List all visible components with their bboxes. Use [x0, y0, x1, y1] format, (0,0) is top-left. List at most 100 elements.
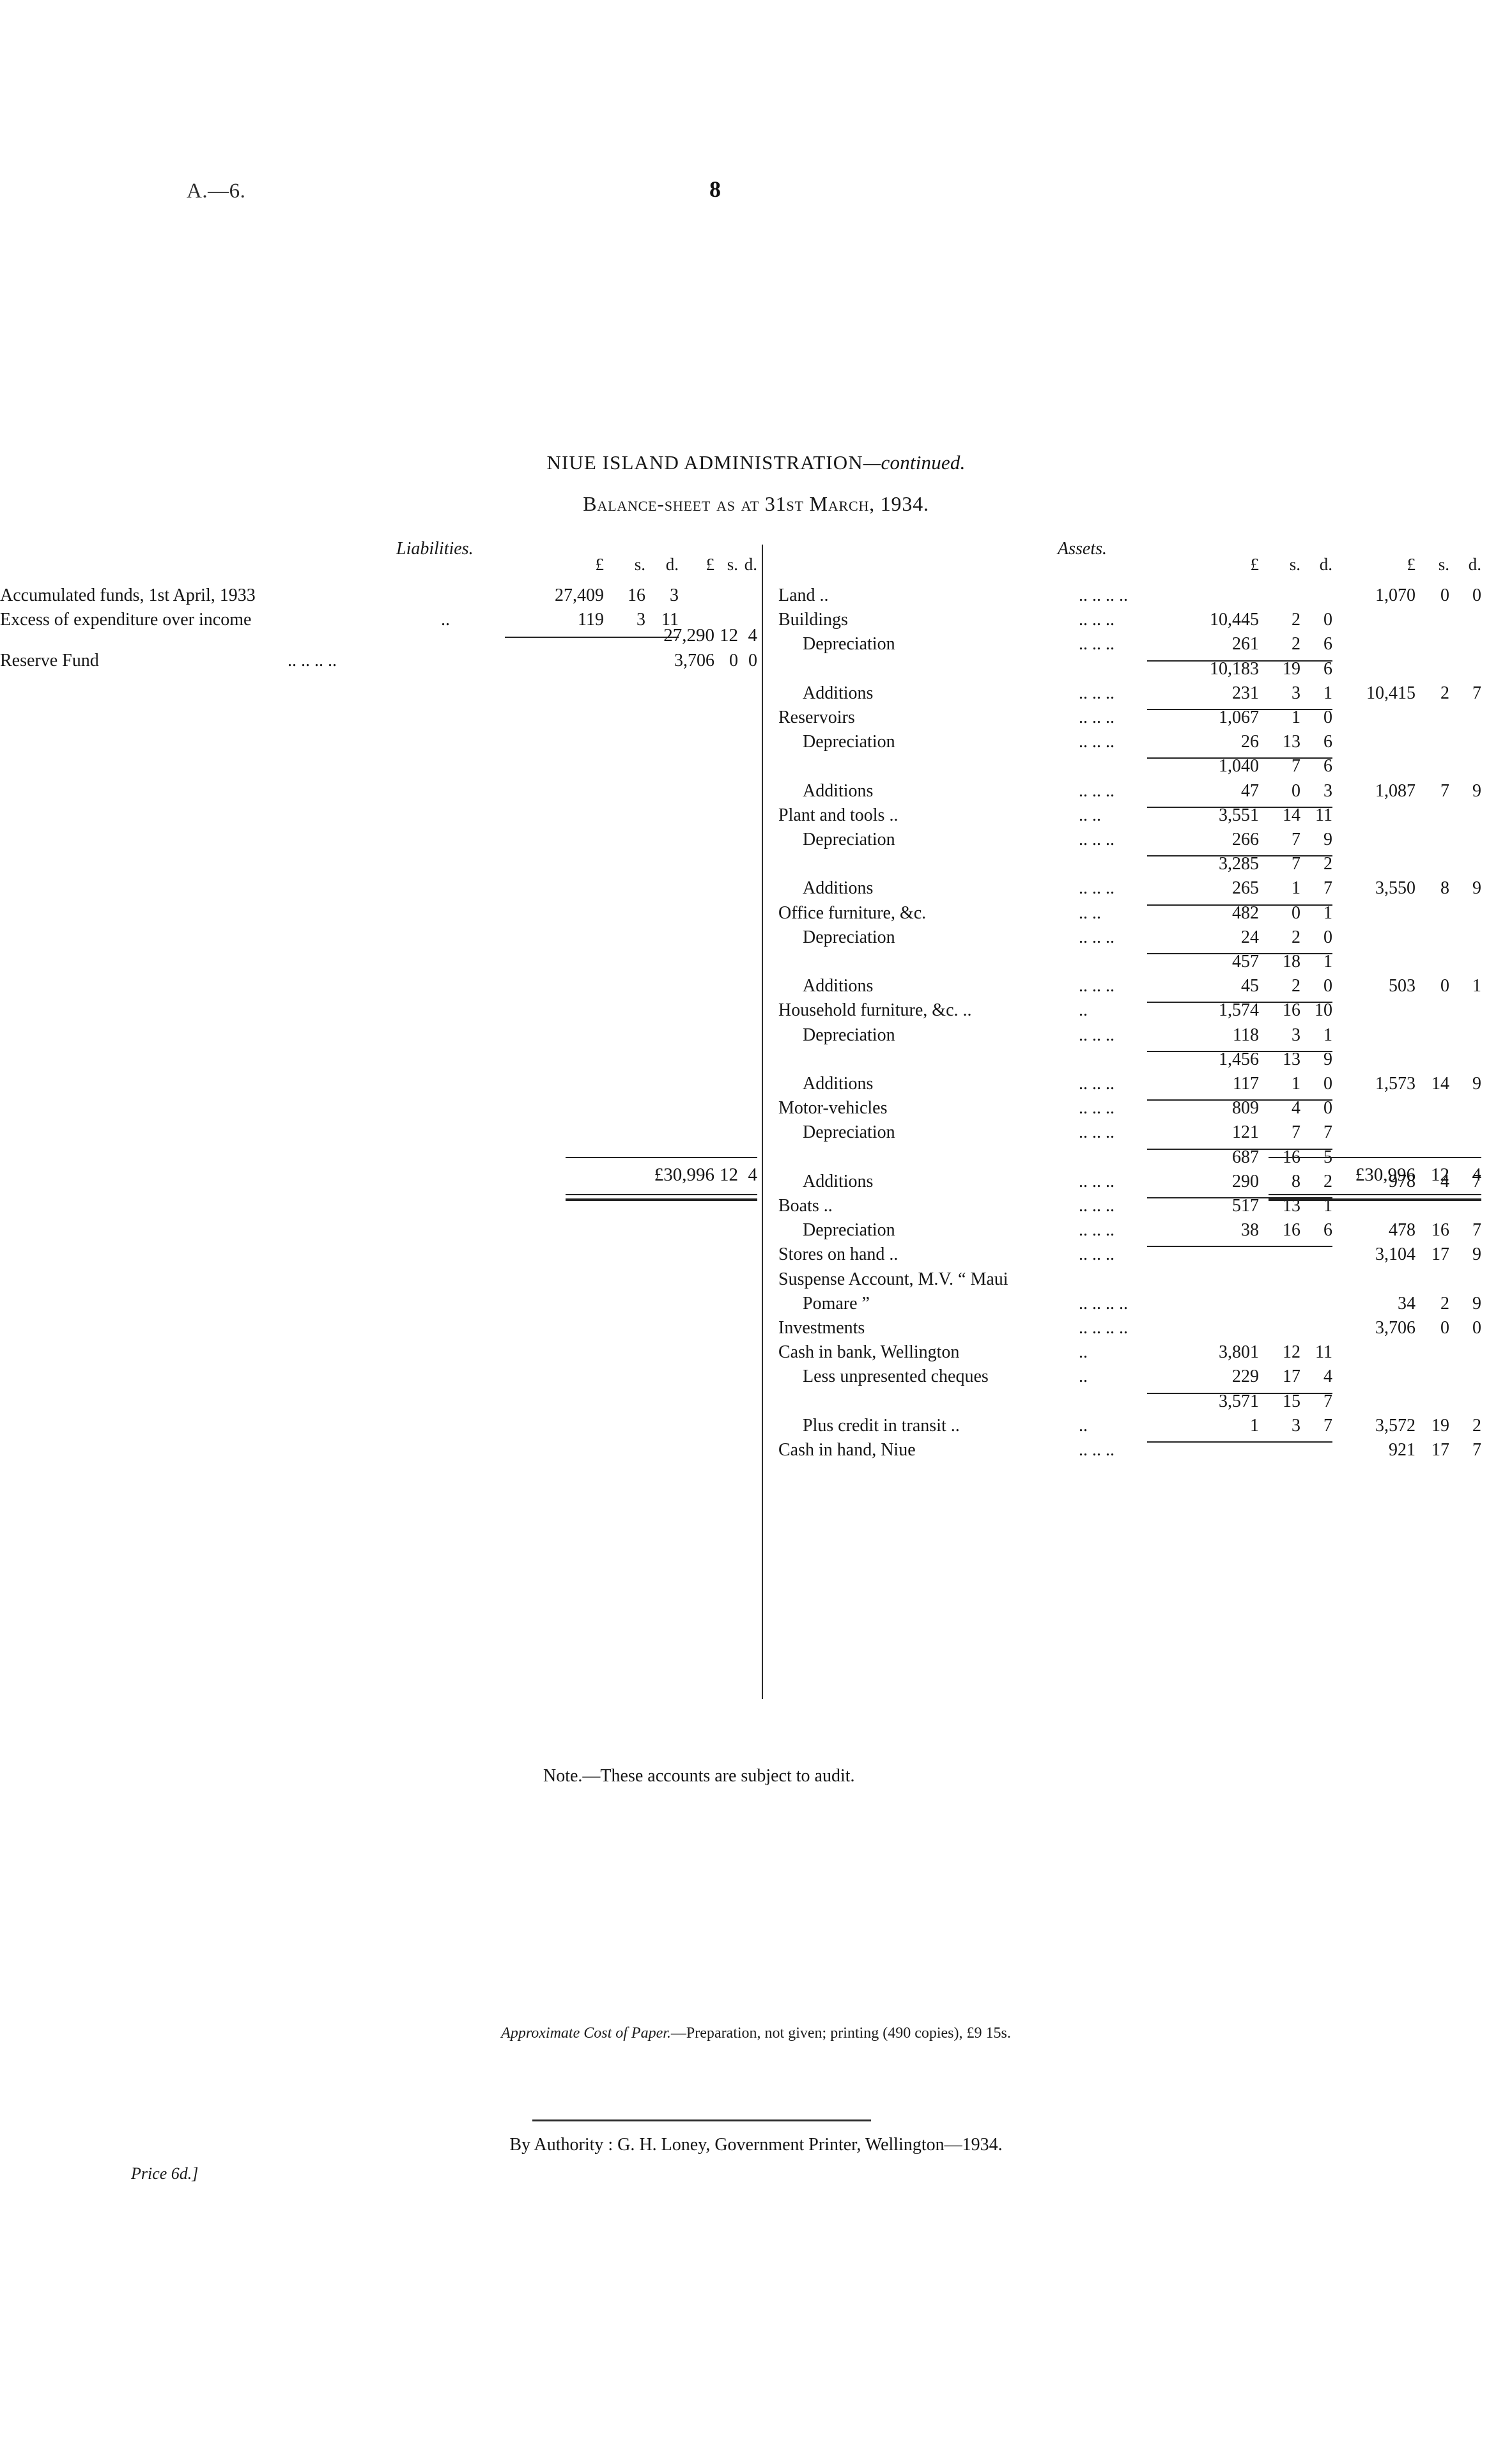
subtotal-rule: [1147, 904, 1332, 906]
page-subtitle: Balance-sheet as at 31st March, 1934.: [583, 492, 929, 515]
row-pence: 0: [1323, 708, 1332, 727]
row-total-shillings: 8: [1440, 878, 1449, 899]
paper-number: A.—6.: [187, 180, 246, 203]
subtotal-rule: [1147, 1002, 1332, 1004]
row-label: Additions: [803, 878, 874, 899]
row-total-pence: 0: [1472, 1318, 1481, 1338]
row-label: Motor-vehicles: [778, 1098, 888, 1119]
row-pounds: 266: [1232, 830, 1259, 849]
cost-of-paper-note: Approximate Cost of Paper.—Preparation, …: [0, 2025, 1512, 2042]
table-row: 457 18 1: [778, 952, 1500, 976]
row-pence: 1: [1323, 903, 1332, 923]
row-label: Depreciation: [803, 927, 895, 947]
row-pence: 0: [748, 651, 757, 670]
row-leaders: .. .. ..: [1079, 683, 1115, 703]
row-label: Additions: [803, 1074, 874, 1094]
row-total-shillings: 0: [1440, 585, 1449, 605]
table-row: Motor-vehicles .. .. .. 809 4 0: [778, 1098, 1500, 1122]
table-row: Additions .. .. .. 265 1 7 3,550 8 9: [778, 878, 1500, 903]
table-row: Depreciation .. .. .. 38 16 6 478 16 7: [778, 1220, 1500, 1244]
row-leaders: .. .. ..: [1079, 878, 1115, 899]
subtotal-rule: [1147, 855, 1332, 857]
row-total-pence: 9: [1472, 1293, 1481, 1313]
row-pence: 3: [1323, 780, 1332, 801]
row-total-pence: 7: [1472, 1171, 1481, 1191]
table-row: Suspense Account, M.V. “ Maui: [778, 1269, 1500, 1294]
row-shillings: 17: [1283, 1367, 1300, 1387]
assets-column-header: s.: [1289, 555, 1300, 574]
subtotal-rule: [1147, 1099, 1332, 1101]
row-total-pounds: 3,572: [1375, 1415, 1416, 1436]
row-total-pence: 9: [1472, 1244, 1481, 1265]
subtotal-shillings: 12: [720, 625, 738, 646]
row-leaders: ..: [1079, 1342, 1088, 1363]
table-row: 3,571 15 7: [778, 1391, 1500, 1416]
row-shillings: 7: [1292, 854, 1300, 874]
row-total-pence: 9: [1472, 1074, 1481, 1094]
row-total-pounds: 503: [1389, 976, 1416, 996]
row-pence: 0: [1323, 927, 1332, 947]
row-pounds: 809: [1232, 1098, 1259, 1119]
row-pence: 0: [1323, 610, 1332, 630]
total-shillings: 12: [1431, 1165, 1449, 1185]
row-leaders: ..: [1079, 1415, 1088, 1436]
row-leaders: ..: [1079, 1367, 1088, 1387]
row-leaders: .. .. ..: [1079, 732, 1115, 752]
row-pence: 11: [661, 610, 679, 630]
table-row: Plant and tools .. .. .. 3,551 14 11: [778, 805, 1500, 830]
assets-column-header: £: [1250, 555, 1260, 574]
liabilities-column-header: d.: [665, 555, 679, 574]
row-leaders: .. .. ..: [1079, 830, 1115, 849]
row-pence: 1: [1323, 952, 1332, 972]
row-pounds: 265: [1232, 878, 1259, 899]
row-shillings: 3: [1292, 1025, 1300, 1045]
row-total-pounds: 978: [1389, 1171, 1416, 1191]
row-label: Land ..: [778, 585, 829, 605]
row-leaders: .. .. ..: [1079, 1244, 1115, 1265]
row-shillings: 13: [1283, 1049, 1300, 1069]
row-pence: 6: [1323, 634, 1332, 655]
table-row: Office furniture, &c. .. .. 482 0 1: [778, 903, 1500, 927]
assets-column-header: s.: [1438, 555, 1449, 574]
assets-column-header: d.: [1468, 555, 1481, 574]
row-shillings: 16: [628, 585, 645, 605]
total-top-rule: [1269, 1157, 1481, 1158]
row-label: Buildings: [778, 610, 848, 630]
row-pence: 9: [1323, 830, 1332, 849]
table-row: Additions .. .. .. 47 0 3 1,087 7 9: [778, 781, 1500, 805]
row-total-pounds: 3,706: [1375, 1318, 1416, 1338]
row-shillings: 0: [1292, 780, 1300, 801]
table-row: 10,183 19 6: [778, 659, 1500, 683]
row-shillings: 19: [1283, 658, 1300, 679]
row-pounds: 24: [1241, 927, 1259, 947]
table-row: 1,040 7 6: [778, 756, 1500, 780]
page-title-continued: —continued.: [863, 451, 966, 474]
row-leaders: .. .. .. ..: [1079, 585, 1128, 605]
row-shillings: 2: [1292, 976, 1300, 996]
subtotal-rule: [1147, 806, 1332, 808]
table-row: Less unpresented cheques.. 229 17 4: [778, 1367, 1500, 1391]
subtotal-rule: [1147, 1441, 1332, 1443]
liabilities-column-header: s.: [727, 555, 738, 574]
row-label: Depreciation: [803, 732, 895, 752]
row-leaders: .. .. ..: [1079, 610, 1115, 630]
row-pounds: 117: [1233, 1074, 1259, 1094]
row-total-shillings: 14: [1431, 1074, 1449, 1094]
table-row: Depreciation .. .. .. 24 2 0: [778, 927, 1500, 952]
row-total-pence: 7: [1472, 1440, 1481, 1460]
row-shillings: 15: [1283, 1391, 1300, 1411]
table-row: Depreciation .. .. .. 26 13 6: [778, 732, 1500, 756]
row-pounds: 27,409: [555, 585, 604, 605]
subtotal-rule: [1147, 953, 1332, 954]
row-shillings: 8: [1292, 1171, 1300, 1191]
subtotal-rule: [1147, 1246, 1332, 1248]
row-total-pounds: 10,415: [1366, 683, 1416, 703]
row-shillings: 2: [1292, 927, 1300, 947]
footer-rule: [532, 2119, 871, 2121]
row-label: Household furniture, &c. ..: [778, 1000, 972, 1021]
row-total-shillings: 17: [1431, 1440, 1449, 1460]
row-label: Plus credit in transit ..: [803, 1415, 960, 1436]
row-leaders: .. .. ..: [1079, 1122, 1115, 1143]
row-leaders: .. .. ..: [1079, 1098, 1115, 1119]
